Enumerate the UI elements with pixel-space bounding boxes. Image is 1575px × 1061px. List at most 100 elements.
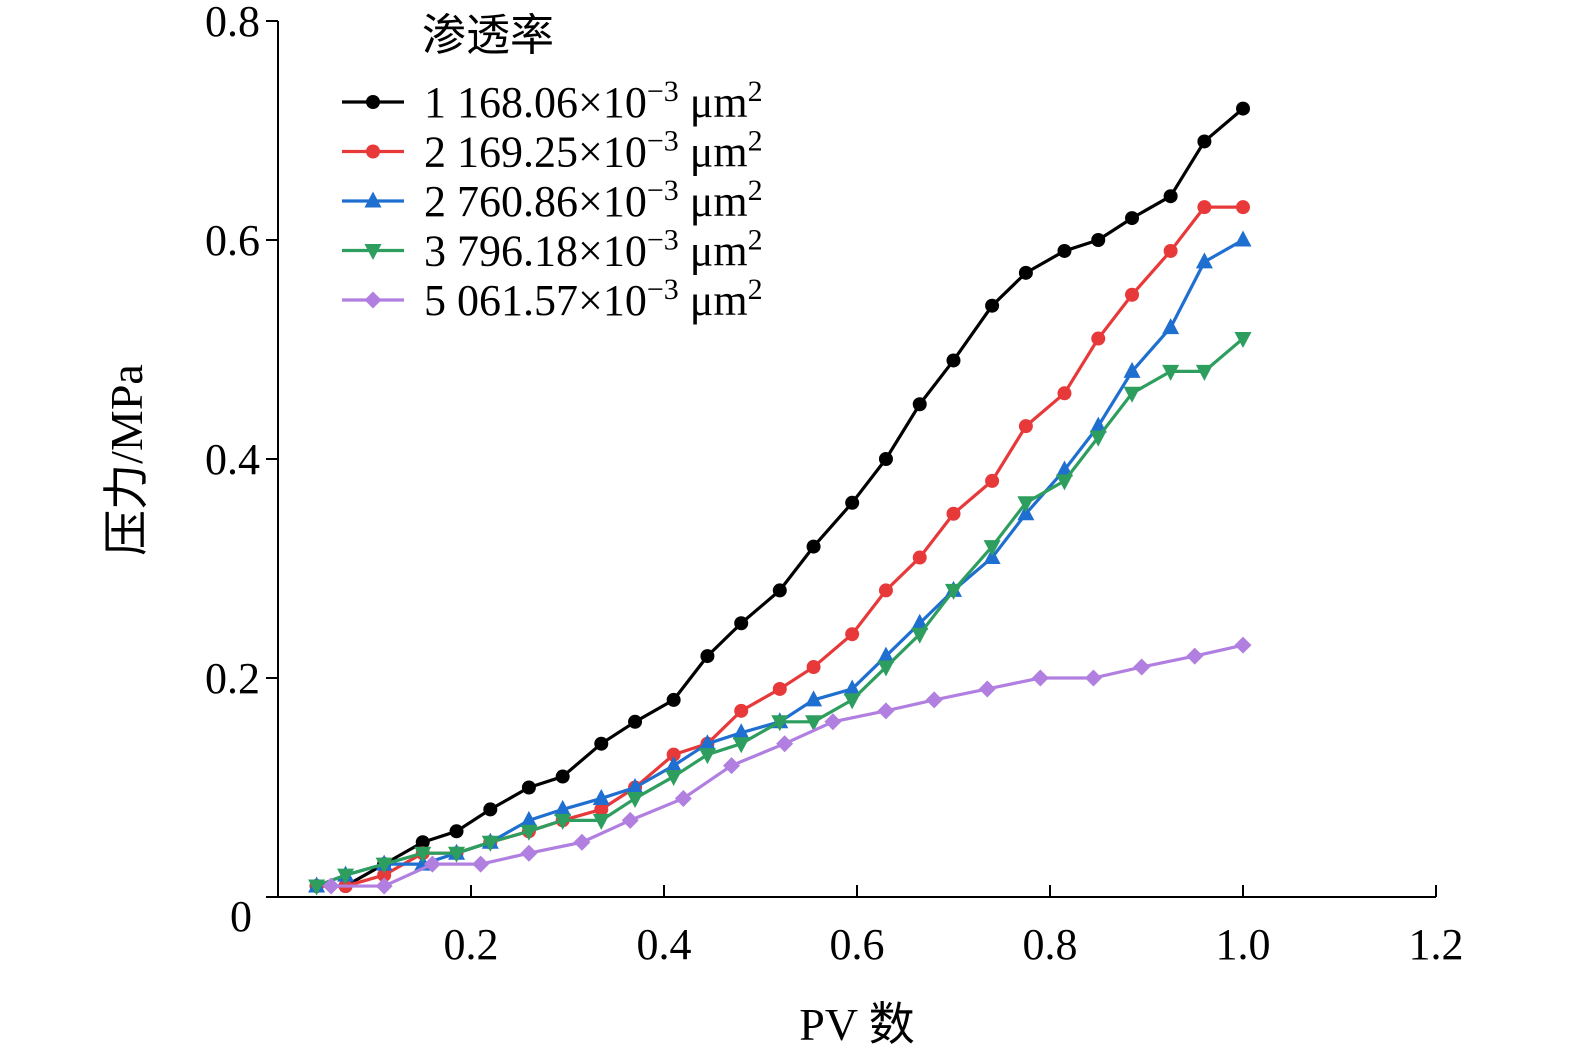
x-tick-label: 1.0 [1216, 920, 1271, 969]
data-point [520, 844, 538, 862]
data-point [448, 846, 466, 863]
data-point [911, 613, 929, 630]
data-point [554, 799, 572, 816]
y-tick-label: 0.2 [205, 654, 260, 703]
data-point [573, 833, 591, 851]
data-point [1018, 419, 1033, 434]
data-point [554, 813, 572, 830]
data-point [925, 691, 943, 709]
data-point [772, 583, 787, 598]
legend-item: 3 796.18×10−3 μm2 [342, 224, 763, 276]
data-point [472, 855, 490, 873]
data-point [1017, 496, 1035, 513]
data-point [1197, 200, 1212, 215]
data-point [665, 770, 683, 787]
data-point [1031, 669, 1049, 687]
data-point [375, 877, 393, 895]
data-point [415, 835, 430, 850]
data-point [843, 693, 861, 710]
data-point [594, 736, 609, 751]
data-point [520, 810, 538, 827]
legend-label: 2 760.86×10−3 μm2 [424, 174, 763, 226]
data-point [946, 506, 961, 521]
axes: 0.2 0.4 0.6 0.8 1.0 1.2 0 0.2 0.4 0.6 0.8 [205, 0, 1464, 969]
data-point [481, 835, 499, 852]
x-tick-label: 0.2 [444, 920, 499, 969]
data-point [983, 540, 1001, 557]
data-point [377, 868, 392, 883]
data-point [912, 550, 927, 565]
data-point [878, 452, 893, 466]
data-point [666, 692, 681, 707]
series-3 [308, 230, 1252, 893]
data-point [723, 757, 741, 775]
data-point [805, 690, 823, 707]
data-point [912, 397, 927, 412]
data-point [592, 788, 610, 805]
data-point [698, 734, 716, 751]
x-axis-title: PV 数 [799, 999, 914, 1050]
data-point [877, 646, 895, 663]
series-line [316, 337, 1245, 888]
y-tick-label: 0.8 [205, 0, 260, 46]
data-point [1234, 636, 1252, 654]
data-point [734, 616, 749, 631]
legend-swatch-marker [364, 244, 382, 260]
data-point [483, 802, 498, 817]
legend-label: 5 061.57×10−3 μm2 [424, 273, 763, 325]
data-point [1162, 364, 1180, 381]
legend-swatch-marker [366, 144, 380, 159]
x-tick-label: 0.8 [1023, 920, 1078, 969]
data-point [423, 855, 441, 873]
data-point [878, 583, 893, 598]
data-point [877, 702, 895, 720]
data-point [1163, 243, 1178, 258]
data-point [1195, 252, 1213, 269]
y-axis-title: 压力/MPa [101, 364, 152, 556]
data-point [1236, 101, 1250, 116]
data-point [621, 811, 639, 829]
data-point [414, 846, 432, 863]
series-layer [308, 101, 1252, 896]
data-point [776, 735, 794, 753]
data-point [674, 789, 692, 807]
data-point [806, 539, 821, 554]
data-point [322, 877, 340, 895]
data-point [911, 627, 929, 644]
legend-label: 2 169.25×10−3 μm2 [424, 125, 763, 177]
data-point [1125, 211, 1140, 226]
series-5 [322, 636, 1252, 895]
data-point [1195, 364, 1213, 381]
data-point [945, 583, 962, 600]
y-tick-label: 0.4 [205, 435, 260, 484]
legend-swatch-marker [364, 191, 382, 208]
data-point [1163, 189, 1178, 204]
legend-item: 1 168.06×10−3 μm2 [342, 75, 763, 127]
data-point [626, 791, 644, 808]
data-point [665, 756, 683, 773]
data-point [700, 649, 715, 664]
data-point [771, 715, 789, 732]
x-tick-label: 0.4 [637, 920, 692, 969]
data-point [626, 778, 644, 794]
data-point [375, 857, 393, 874]
data-point [985, 298, 1000, 313]
data-point [985, 473, 1000, 488]
data-point [845, 495, 860, 510]
data-point [946, 353, 961, 368]
data-point [1123, 361, 1141, 378]
data-point [824, 713, 842, 731]
data-point [1089, 430, 1107, 447]
data-point [845, 627, 860, 642]
data-point [308, 879, 326, 896]
data-point [772, 681, 787, 696]
legend-item: 5 061.57×10−3 μm2 [342, 273, 763, 325]
data-point [666, 747, 681, 762]
x-tick-label: 1.2 [1409, 920, 1464, 969]
legend-title: 渗透率 [422, 11, 554, 60]
data-point [1091, 233, 1106, 247]
data-point [978, 680, 996, 698]
legend-swatch-marker [364, 291, 382, 309]
